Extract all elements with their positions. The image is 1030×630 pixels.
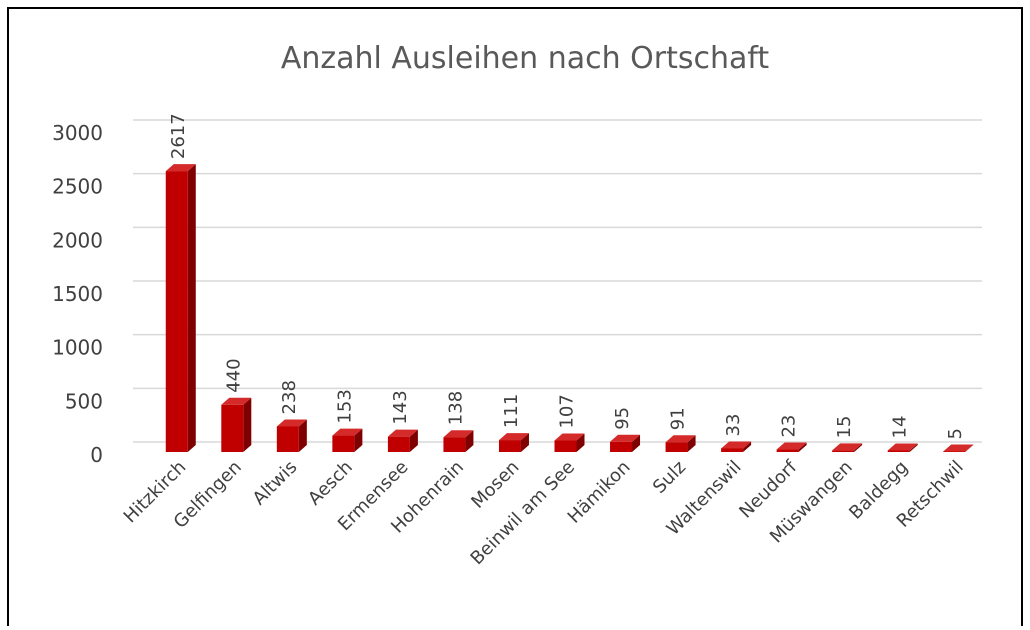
value-label: 238: [279, 380, 300, 414]
bar: [554, 440, 577, 452]
bar: [776, 449, 799, 452]
value-label: 107: [557, 394, 578, 428]
bar-side: [798, 442, 807, 452]
bar-top: [721, 441, 752, 449]
bar-side: [687, 435, 696, 452]
value-label: 15: [834, 415, 855, 438]
bar: [332, 435, 355, 452]
bar-side: [854, 443, 863, 452]
y-tick-label: 3000: [52, 121, 103, 145]
bar-side: [409, 429, 418, 452]
bar: [832, 450, 855, 452]
y-tick-label: 1000: [52, 336, 103, 360]
bar-top: [387, 429, 418, 437]
chart-title: Anzahl Ausleihen nach Ortschaft: [281, 41, 770, 76]
bar: [610, 441, 633, 452]
bar-top: [165, 164, 196, 172]
bar-top: [443, 430, 474, 438]
value-label: 95: [612, 407, 633, 430]
value-label: 111: [501, 394, 522, 428]
bar-top: [665, 435, 696, 443]
bar-side: [520, 433, 529, 452]
value-label: 33: [723, 414, 744, 437]
value-label: 2617: [168, 113, 189, 159]
bar: [221, 404, 244, 452]
bar: [443, 437, 466, 452]
y-tick-label: 1500: [52, 282, 103, 306]
bar-top: [221, 397, 252, 405]
bar-side: [298, 419, 307, 452]
value-label: 440: [223, 358, 244, 392]
bar-top: [887, 443, 918, 451]
bar-top: [610, 434, 641, 442]
value-label: 91: [668, 407, 689, 430]
value-label: 153: [334, 389, 355, 423]
bar-top: [943, 444, 974, 452]
bar: [387, 436, 410, 452]
value-label: 23: [779, 415, 800, 438]
bar: [276, 426, 299, 452]
bar: [721, 448, 744, 452]
bar-side: [632, 434, 641, 452]
bar-side: [354, 428, 363, 452]
bar: [165, 171, 188, 452]
value-label: 5: [945, 428, 966, 439]
bar-top: [554, 433, 585, 441]
value-label: 143: [390, 390, 411, 424]
bar-side: [909, 443, 918, 452]
y-tick-label: 0: [90, 443, 103, 467]
value-label: 14: [890, 416, 911, 439]
bar: [887, 450, 910, 452]
bar-side: [576, 433, 585, 452]
y-tick-label: 2500: [52, 175, 103, 199]
bar-top: [832, 443, 863, 451]
bar-top: [332, 428, 363, 436]
bar-side: [965, 444, 974, 452]
bar-side: [465, 430, 474, 452]
bar: [498, 440, 521, 452]
y-tick-label: 2000: [52, 228, 103, 252]
bar-side: [187, 164, 196, 452]
y-tick-label: 500: [65, 389, 103, 413]
bar-top: [498, 433, 529, 441]
value-label: 138: [445, 391, 466, 425]
bar-side: [243, 397, 252, 452]
bar-top: [276, 419, 307, 427]
bar: [943, 451, 966, 452]
bar: [665, 442, 688, 452]
bar-top: [776, 442, 807, 450]
bar-side: [743, 441, 752, 452]
